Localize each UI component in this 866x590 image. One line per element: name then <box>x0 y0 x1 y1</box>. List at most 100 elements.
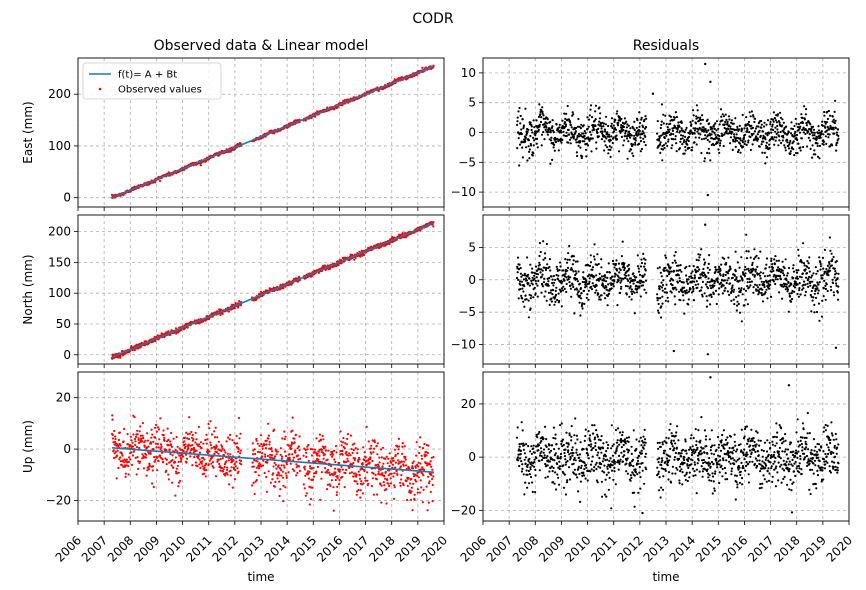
residual-point <box>588 139 591 142</box>
residual-point <box>622 129 625 132</box>
residual-point <box>609 155 612 158</box>
residual-point <box>809 139 812 142</box>
residual-point <box>668 128 671 131</box>
residual-point <box>775 136 778 139</box>
residual-point <box>698 256 701 259</box>
residual-point <box>636 254 639 257</box>
model-line <box>111 65 434 199</box>
residual-point <box>796 138 799 142</box>
residual-point <box>570 126 573 129</box>
residual-point <box>515 123 519 126</box>
residual-point <box>832 128 835 131</box>
residual-point <box>765 257 769 260</box>
residual-point <box>745 250 748 253</box>
residual-point <box>529 307 532 310</box>
residual-point <box>600 275 604 278</box>
residual-point <box>757 257 760 260</box>
residual-point <box>637 132 640 135</box>
residual-point <box>577 270 580 273</box>
residual-point <box>672 138 675 141</box>
residual-point <box>714 133 717 136</box>
residual-point <box>557 274 560 277</box>
residual-point <box>532 119 535 122</box>
residual-point <box>641 284 645 287</box>
residual-point <box>746 277 749 280</box>
residual-point <box>688 146 691 150</box>
residual-point <box>777 266 780 269</box>
residual-point <box>805 124 809 127</box>
residual-point <box>674 251 677 254</box>
residual-point <box>747 250 750 253</box>
residual-point <box>638 111 641 114</box>
residual-point <box>747 267 750 270</box>
residual-point <box>524 107 527 110</box>
residual-point <box>834 126 837 130</box>
residual-point <box>719 142 722 145</box>
residual-point <box>571 283 574 286</box>
residual-point <box>585 296 588 299</box>
residual-point <box>586 127 589 130</box>
observed-point <box>314 115 317 118</box>
residual-point <box>675 142 678 145</box>
residual-point <box>548 258 552 261</box>
residual-point <box>565 282 568 286</box>
residual-point <box>685 126 688 129</box>
residual-point <box>606 276 609 279</box>
observed-point <box>354 256 357 259</box>
residual-point <box>528 150 531 153</box>
residual-point <box>787 266 791 270</box>
residual-point <box>671 261 674 264</box>
residual-point <box>774 119 778 122</box>
residual-point <box>790 298 794 301</box>
residual-point <box>697 283 700 286</box>
residual-point <box>827 136 830 139</box>
residual-point <box>644 126 648 129</box>
residual-point <box>774 255 777 258</box>
residual-point <box>556 298 559 302</box>
residual-point <box>699 122 702 125</box>
residual-point <box>784 146 787 149</box>
residual-point <box>729 282 732 285</box>
residual-point <box>746 281 749 284</box>
residual-point <box>587 125 590 128</box>
residual-point <box>701 118 705 121</box>
residual-point <box>634 141 637 144</box>
residual-point <box>585 285 588 288</box>
residual-point <box>681 291 684 294</box>
residual-point <box>793 134 797 137</box>
residual-point <box>781 124 784 127</box>
residual-point <box>604 123 608 126</box>
residual-point <box>544 128 547 131</box>
residual-point <box>799 146 802 149</box>
residual-point <box>600 127 603 130</box>
residual-point <box>549 131 552 134</box>
residual-point <box>675 288 678 291</box>
residual-point <box>723 289 726 292</box>
residual-point <box>812 128 816 131</box>
residual-point <box>518 263 521 266</box>
residual-point <box>571 111 574 114</box>
residual-point <box>762 272 765 275</box>
residual-point <box>576 154 579 158</box>
residual-point <box>569 124 573 127</box>
residual-point <box>603 279 606 282</box>
residual-point <box>790 283 793 286</box>
residual-point <box>813 134 816 137</box>
residual-point <box>785 125 788 128</box>
residual-point <box>620 279 623 282</box>
residual-point <box>702 130 706 133</box>
residual-point <box>789 300 793 303</box>
residual-point <box>592 255 596 258</box>
residual-point <box>671 129 675 132</box>
residual-point <box>756 133 759 136</box>
residual-point <box>711 127 714 130</box>
residual-point <box>771 263 774 266</box>
residual-point <box>805 108 808 111</box>
residual-point <box>527 273 530 276</box>
residual-point <box>724 287 727 290</box>
residual-point <box>825 142 828 145</box>
y-tick-label: 200 <box>48 225 71 239</box>
observed-point <box>388 85 391 88</box>
residual-point <box>760 143 763 146</box>
residual-point <box>546 118 549 121</box>
